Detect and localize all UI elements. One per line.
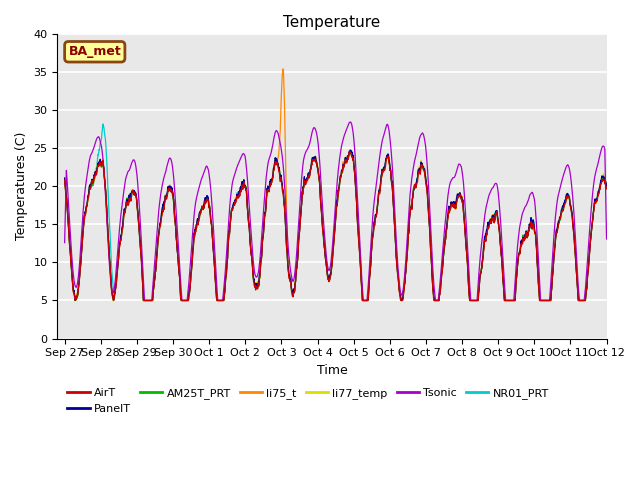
Title: Temperature: Temperature	[284, 15, 381, 30]
Y-axis label: Temperatures (C): Temperatures (C)	[15, 132, 28, 240]
Text: BA_met: BA_met	[68, 45, 121, 58]
Legend: AirT, PanelT, AM25T_PRT, li75_t, li77_temp, Tsonic, NR01_PRT: AirT, PanelT, AM25T_PRT, li75_t, li77_te…	[63, 384, 553, 418]
X-axis label: Time: Time	[317, 364, 348, 377]
